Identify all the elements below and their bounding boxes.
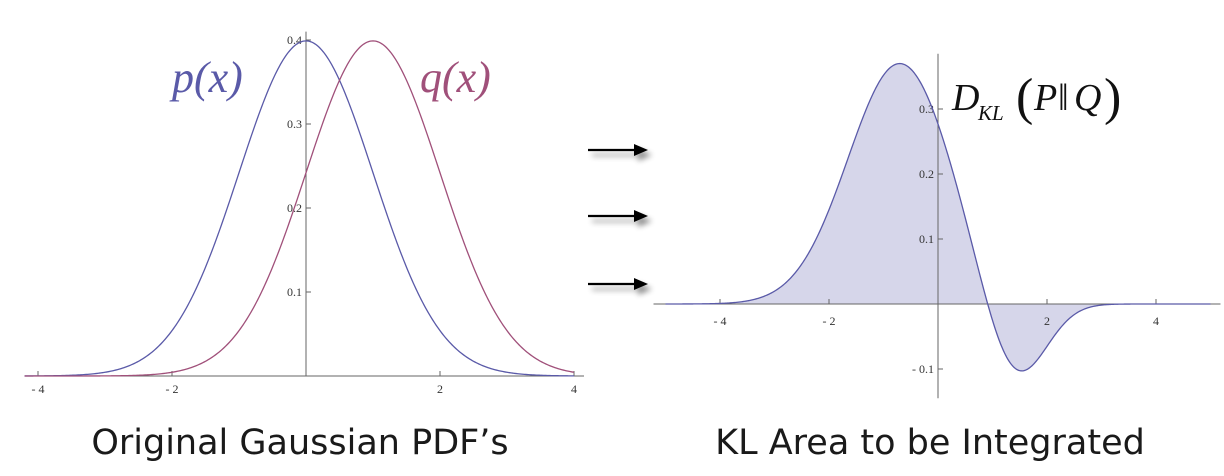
x-tick-label: - 2 — [823, 314, 836, 328]
kl-label-separator: ‖ — [1058, 77, 1069, 119]
x-tick-label: - 4 — [714, 314, 727, 328]
kl-label-close-paren: ) — [1104, 69, 1121, 126]
kl-label-subscript: KL — [977, 101, 1004, 125]
right-caption: KL Area to be Integrated — [715, 423, 1145, 463]
y-tick-label: 0.2 — [919, 167, 934, 181]
left-caption: Original Gaussian PDF’s — [91, 423, 509, 463]
x-tick-label: - 2 — [166, 382, 179, 396]
kl-label-q: Q — [1074, 77, 1101, 119]
kl-label-d: D — [951, 77, 979, 119]
kl-curve — [665, 62, 1211, 372]
x-tick-label: 2 — [1044, 314, 1050, 328]
y-tick-label: 0.1 — [287, 285, 302, 299]
x-tick-label: 4 — [1153, 314, 1159, 328]
left-tick-labels: - 4- 2 2 40.10.20.30.4 — [32, 33, 578, 396]
p-curve-label: p(x) — [169, 53, 243, 102]
transition-arrows — [588, 144, 648, 290]
gaussian-pdf-plot: - 4- 2 2 40.10.20.30.4 p(x) q(x) — [24, 31, 584, 396]
arrow-right-icon — [588, 210, 648, 222]
kl-label-open-paren: ( — [1016, 69, 1033, 126]
x-tick-label: - 4 — [32, 382, 45, 396]
x-tick-label: 2 — [437, 382, 443, 396]
left-axes — [24, 31, 584, 377]
right-tick-labels: - 4 - 2 2 4 - 0.1 0.1 0.2 0.3 — [714, 102, 1160, 376]
y-tick-label: 0.3 — [287, 117, 302, 131]
y-tick-label: - 0.1 — [912, 362, 934, 376]
p-curve — [24, 40, 575, 377]
y-tick-label: 0.4 — [287, 33, 302, 47]
kl-area-plot: - 4 - 2 2 4 - 0.1 0.1 0.2 0.3 D KL ( P ‖ Q ) — [653, 53, 1221, 399]
arrow-right-icon — [588, 278, 648, 290]
x-tick-label: 4 — [571, 382, 577, 396]
q-curve-label: q(x) — [420, 53, 491, 102]
y-tick-label: 0.1 — [919, 232, 934, 246]
kl-divergence-label: D KL ( P ‖ Q ) — [951, 69, 1121, 126]
q-curve — [24, 40, 575, 377]
y-tick-label: 0.3 — [919, 102, 934, 116]
kl-label-p: P — [1033, 77, 1057, 119]
arrow-right-icon — [588, 144, 648, 156]
